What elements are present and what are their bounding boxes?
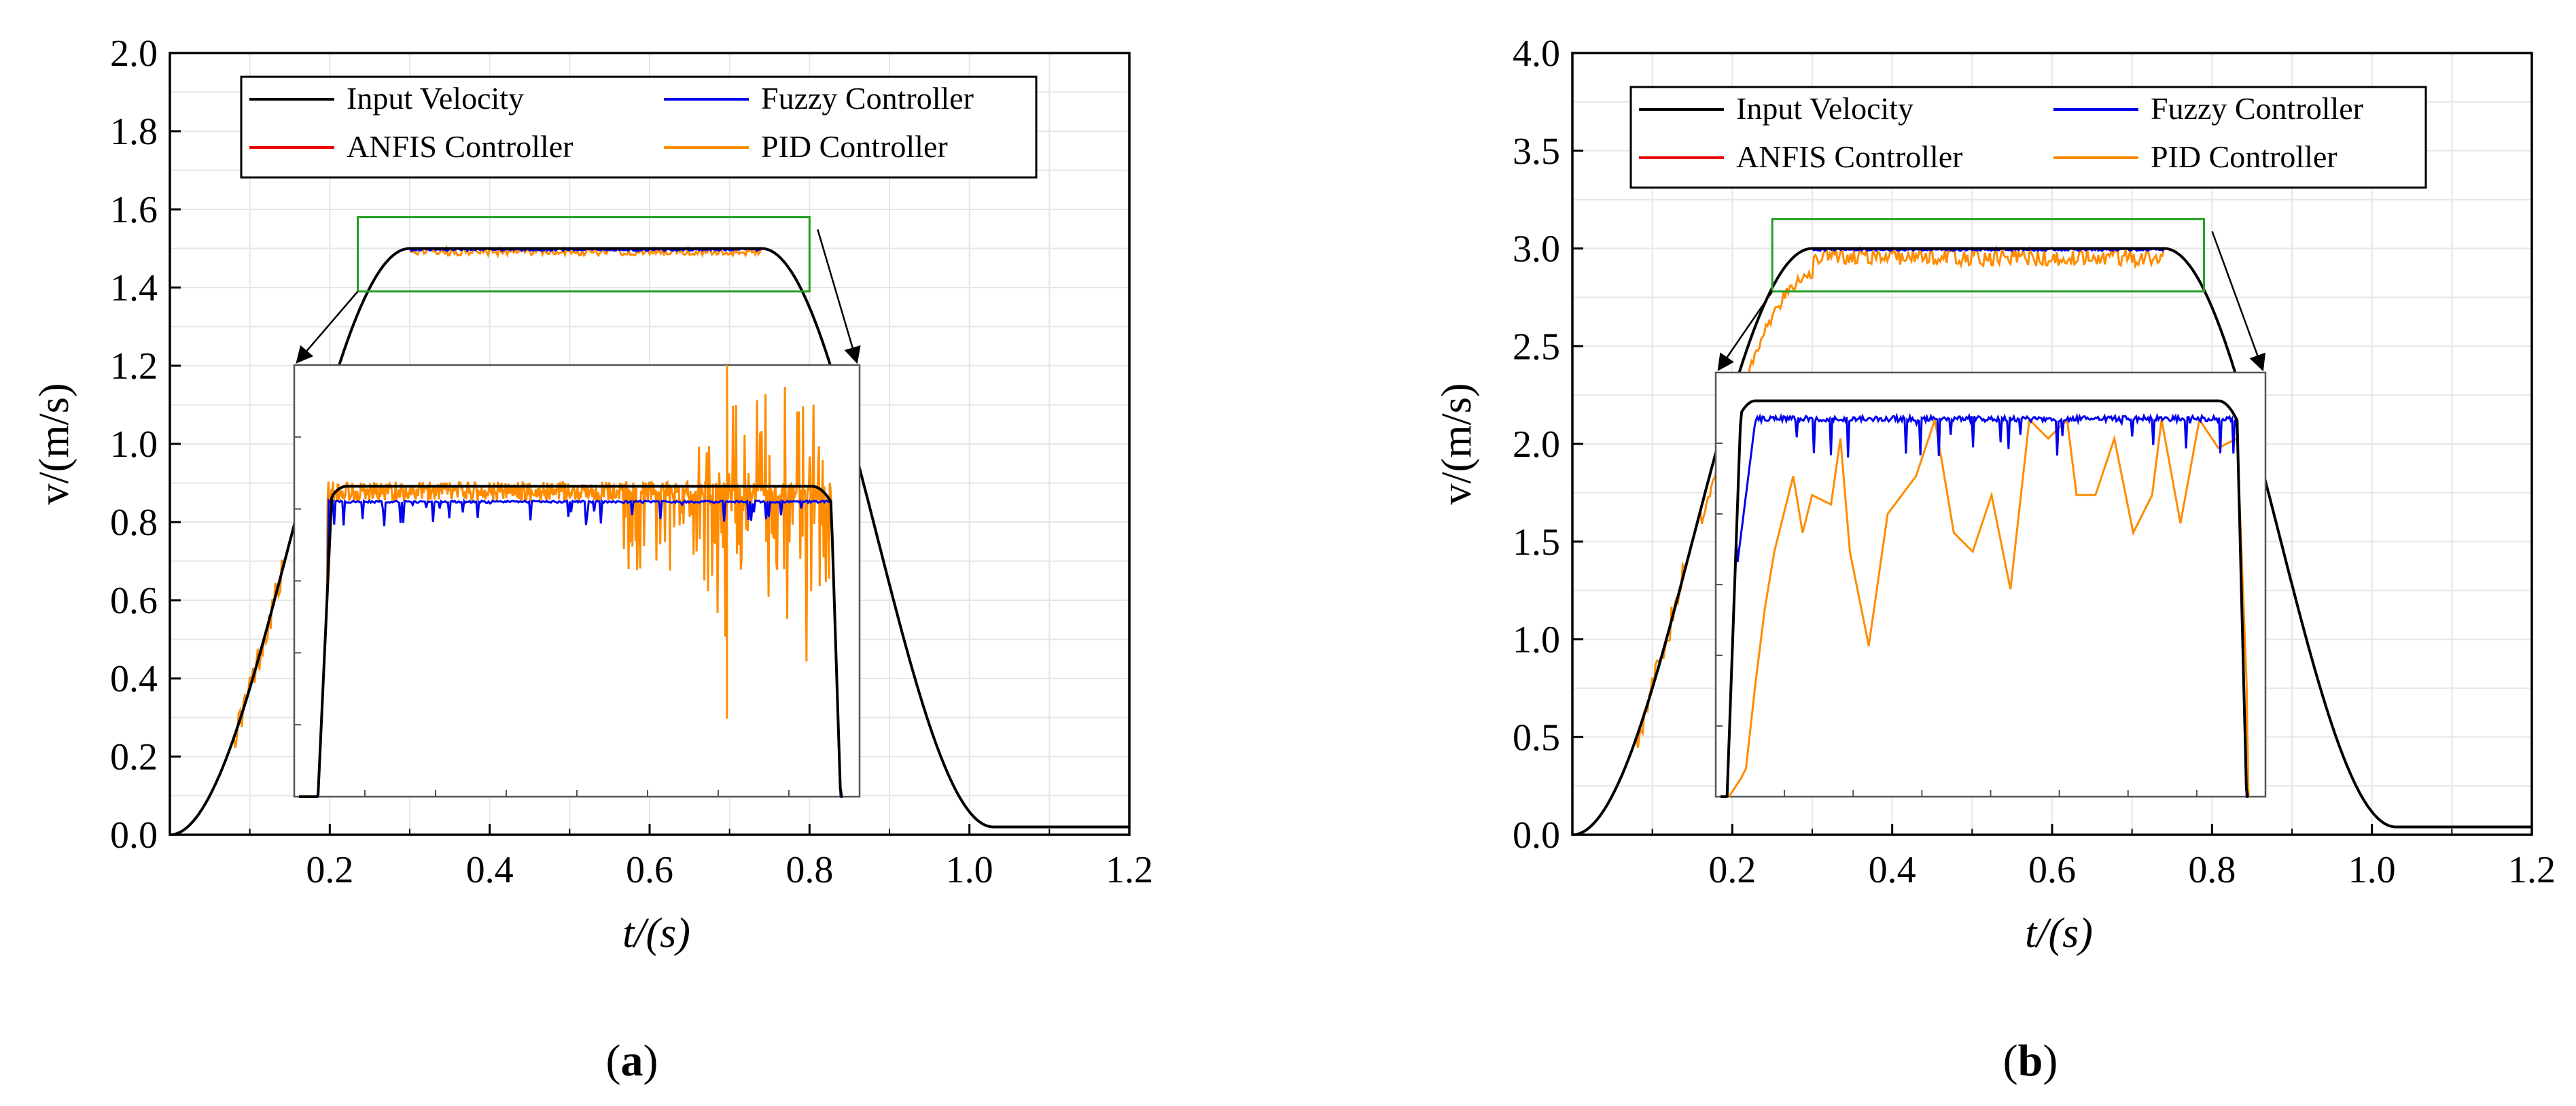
x-tick-label: 0.4	[1869, 849, 1916, 891]
y-tick-label: 0.2	[110, 736, 158, 778]
x-tick-label: 0.4	[466, 849, 514, 891]
y-axis-title: v/(m/s)	[31, 383, 77, 504]
y-tick-label: 0.0	[110, 814, 158, 857]
x-tick-label: 0.8	[2188, 849, 2236, 891]
y-tick-label: 0.6	[110, 580, 158, 622]
x-axis-title: t/(s)	[622, 910, 690, 956]
legend: Input Velocity Fuzzy Controller ANFIS Cont…	[1629, 86, 2427, 189]
legend-box	[1629, 86, 2427, 189]
y-tick-label: 4.0	[1513, 33, 1560, 75]
x-tick-label: 1.0	[946, 849, 993, 891]
zoom-window-rect	[357, 216, 811, 293]
x-axis-title: t/(s)	[2025, 910, 2093, 956]
y-tick-label: 0.5	[1513, 716, 1560, 759]
y-tick-label: 1.8	[110, 111, 158, 153]
y-tick-label: 1.4	[110, 267, 158, 309]
panel-label-letter: b	[2018, 1036, 2043, 1086]
y-tick-label: 3.5	[1513, 131, 1560, 173]
y-axis-title: v/(m/s)	[1434, 383, 1480, 504]
legend-label: Fuzzy Controller	[2151, 91, 2363, 126]
chart-panel-b: 0.2 0.4 0.6 0.8 1.0 1.2 0.0 0.5 1.0 1.5 2.0 2.5 3.0 3…	[1434, 33, 2556, 1086]
zoom-window-rect	[1771, 218, 2206, 293]
y-tick-label: 1.6	[110, 189, 158, 231]
panel-label-letter: a	[621, 1036, 643, 1086]
zoom-arrow-left	[296, 290, 359, 364]
zoom-arrow-right	[817, 229, 861, 364]
y-tick-label: 1.0	[110, 424, 158, 466]
legend-label: Input Velocity	[347, 81, 524, 116]
panel-label: (a)	[606, 1036, 658, 1086]
panel-label-close: )	[643, 1036, 658, 1086]
inset-series-fuzzy-line	[299, 498, 842, 798]
panel-label-open: (	[2003, 1036, 2018, 1086]
x-tick-label: 1.2	[2508, 849, 2556, 891]
inset-frame	[293, 364, 861, 798]
x-tick-label: 1.2	[1106, 849, 1153, 891]
y-tick-label: 0.4	[110, 658, 158, 700]
y-tick-label: 2.5	[1513, 326, 1560, 368]
x-tick-label: 0.2	[1708, 849, 1756, 891]
inset-series-input-line	[299, 485, 843, 798]
x-tick-label: 1.0	[2348, 849, 2396, 891]
legend-label: ANFIS Controller	[1736, 139, 1963, 174]
panel-label: (b)	[2003, 1036, 2058, 1086]
y-tick-label: 1.5	[1513, 521, 1560, 564]
legend-label: PID Controller	[761, 129, 948, 164]
legend-label: Input Velocity	[1736, 91, 1913, 126]
inset-series-fuzzy-line	[1721, 412, 2248, 798]
y-tick-label: 1.0	[1513, 619, 1560, 661]
zoom-arrow-left	[1717, 291, 1774, 372]
x-tick-label: 0.6	[626, 849, 673, 891]
axes-frame	[1571, 52, 2533, 836]
inset-plot	[1714, 371, 2267, 798]
legend-label: ANFIS Controller	[347, 129, 574, 164]
y-tick-label: 2.0	[110, 33, 158, 75]
inset-series-input-line	[1721, 399, 2249, 798]
legend-box	[240, 75, 1038, 179]
y-tick-label: 0.8	[110, 502, 158, 544]
legend-label: Fuzzy Controller	[761, 81, 974, 116]
panel-label-close: )	[2043, 1036, 2058, 1086]
y-tick-label: 1.2	[110, 345, 158, 387]
inset-series-pid-line	[1728, 417, 2250, 797]
y-tick-label: 2.0	[1513, 424, 1560, 466]
x-tick-label: 0.8	[786, 849, 833, 891]
panel-label-open: (	[606, 1036, 621, 1086]
inset-plot	[293, 364, 861, 798]
legend-label: PID Controller	[2151, 139, 2337, 174]
x-tick-label: 0.2	[306, 849, 353, 891]
x-tick-label: 0.6	[2028, 849, 2076, 891]
chart-panel-a: 0.2 0.4 0.6 0.8 1.0 1.2 0.0 0.2 0.4 0.6 0.8 1.0 1.2 1…	[31, 33, 1153, 1086]
y-tick-label: 3.0	[1513, 228, 1560, 271]
axes-frame	[169, 52, 1131, 836]
y-tick-label: 0.0	[1513, 814, 1560, 857]
zoom-arrow-right	[2211, 230, 2266, 372]
inset-frame	[1714, 371, 2267, 798]
legend: Input Velocity Fuzzy Controller ANFIS Cont…	[240, 75, 1038, 179]
